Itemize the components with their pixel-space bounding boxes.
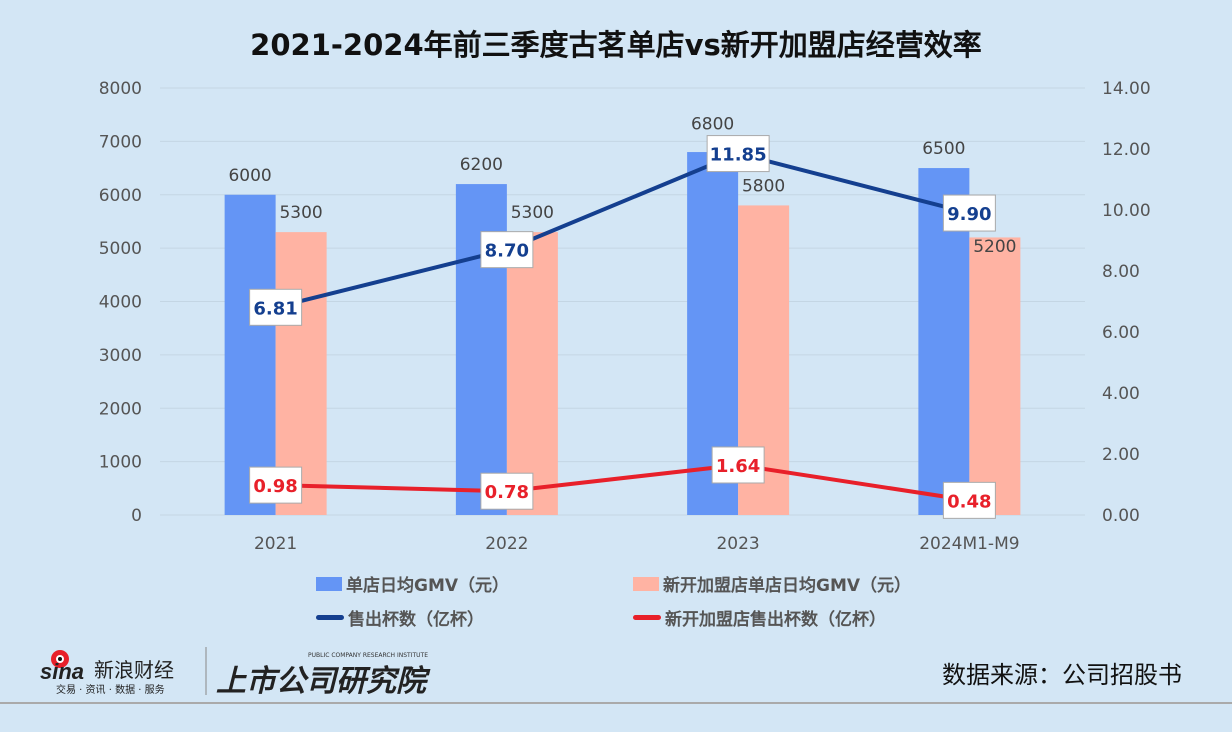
line-data-label-box (706, 135, 770, 173)
left-tick-label: 7000 (99, 132, 142, 152)
line-data-label-box (942, 194, 996, 232)
line-data-label-box (711, 446, 765, 484)
left-tick-label: 8000 (99, 79, 142, 99)
legend-swatch (633, 615, 661, 620)
bar-data-label: 6000 (228, 166, 271, 186)
x-tick-label: 2023 (716, 534, 759, 554)
chart: 0 1000 2000 3000 4000 5000 6000 7000 8000 0.00 2.0… (99, 79, 1151, 554)
right-tick-label: 10.00 (1102, 201, 1151, 221)
left-tick-label: 1000 (99, 453, 142, 473)
legend-item-bar-1: 单店日均GMV（元） (316, 571, 509, 596)
left-tick-label: 3000 (99, 346, 142, 366)
svg-text:PUBLIC COMPANY RESEARCH INSTIT: PUBLIC COMPANY RESEARCH INSTITUTE (308, 652, 428, 659)
svg-text:新浪财经: 新浪财经 (94, 658, 174, 682)
bar-data-label: 5300 (279, 203, 322, 223)
line-data-label-box (249, 288, 303, 326)
legend-item-line-1: 售出杯数（亿杯） (316, 605, 484, 630)
line-data-label: 6.81 (253, 298, 297, 319)
right-tick-label: 8.00 (1102, 262, 1140, 282)
left-tick-label: 6000 (99, 186, 142, 206)
right-tick-label: 4.00 (1102, 384, 1140, 404)
line-data-label: 0.48 (947, 491, 991, 512)
right-tick-label: 6.00 (1102, 323, 1140, 343)
left-tick-label: 0 (131, 506, 142, 526)
svg-text:sina: sina (40, 659, 84, 684)
right-tick-label: 14.00 (1102, 79, 1151, 99)
data-source: 数据来源：公司招股书 (942, 661, 1182, 689)
left-tick-label: 4000 (99, 293, 142, 313)
bar-data-label: 5300 (511, 203, 554, 223)
legend-swatch (316, 576, 342, 591)
line-series-1 (275, 151, 970, 310)
footer-divider (0, 702, 1232, 704)
left-tick-label: 5000 (99, 239, 142, 259)
line-data-label-box (480, 472, 534, 510)
line-data-label: 0.98 (253, 476, 297, 497)
legend-item-bar-2: 新开加盟店单店日均GMV（元） (633, 571, 911, 596)
legend-label: 新开加盟店售出杯数（亿杯） (665, 610, 886, 630)
bar-data-label: 6800 (691, 115, 734, 135)
x-tick-label: 2024M1-M9 (919, 534, 1019, 554)
right-tick-label: 12.00 (1102, 140, 1151, 160)
line-data-label: 0.78 (485, 482, 529, 503)
svg-text:上市公司研究院: 上市公司研究院 (216, 664, 431, 697)
line-data-label-box (942, 481, 996, 519)
left-tick-label: 2000 (99, 399, 142, 419)
sina-logo: sina 新浪财经 交易 · 资讯 · 数据 · 服务 PUBLIC COMPA… (40, 647, 431, 697)
bar-1 (224, 194, 276, 515)
bar-data-label: 6200 (460, 155, 503, 175)
bar-data-label: 5800 (742, 176, 785, 196)
bar-2 (969, 237, 1021, 515)
line-data-label-box (480, 231, 534, 269)
line-data-label: 8.70 (485, 241, 529, 262)
line-data-label: 1.64 (716, 456, 760, 477)
legend-item-line-2: 新开加盟店售出杯数（亿杯） (633, 605, 886, 630)
right-tick-label: 0.00 (1102, 506, 1140, 526)
right-tick-label: 2.00 (1102, 445, 1140, 465)
legend-swatch (633, 576, 659, 591)
bar-2 (506, 232, 558, 516)
bar-data-label: 6500 (922, 139, 965, 159)
line-data-label: 11.85 (710, 145, 767, 166)
x-tick-label: 2021 (254, 534, 297, 554)
line-data-label-box (249, 466, 303, 504)
svg-text:交易 · 资讯 · 数据 · 服务: 交易 · 资讯 · 数据 · 服务 (56, 683, 165, 696)
chart-title: 2021-2024年前三季度古茗单店vs新开加盟店经营效率 (250, 28, 982, 62)
line-series-2 (275, 462, 970, 503)
legend-label: 售出杯数（亿杯） (348, 610, 484, 630)
legend-label: 新开加盟店单店日均GMV（元） (663, 576, 912, 596)
legend-label: 单店日均GMV（元） (346, 576, 510, 596)
legend-swatch (316, 615, 344, 620)
bar-data-label: 5200 (973, 237, 1016, 257)
x-tick-label: 2022 (485, 534, 528, 554)
line-data-label: 9.90 (947, 204, 991, 225)
